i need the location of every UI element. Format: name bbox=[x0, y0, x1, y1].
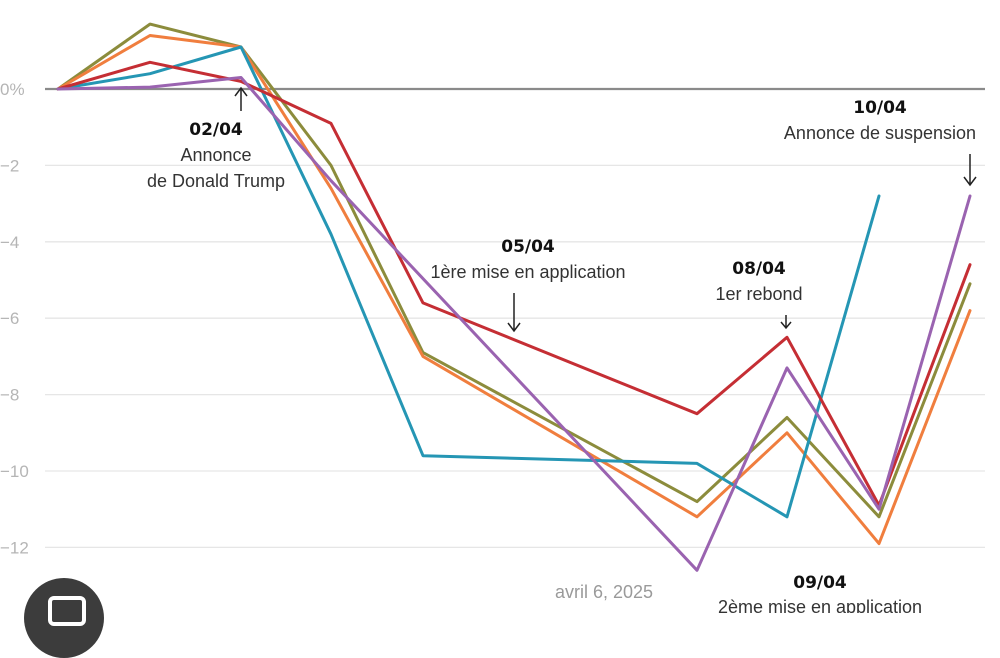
annotation-arrow bbox=[234, 86, 248, 111]
gridlines bbox=[45, 87, 985, 549]
y-axis-ticks: 0% −2 −4 −6 −8 −10 −12 bbox=[0, 80, 29, 557]
y-tick-label: 0% bbox=[0, 80, 25, 99]
camera-glyph bbox=[48, 596, 86, 626]
series-lines bbox=[56, 22, 972, 572]
annotation-0204: 02/04 Annonce de Donald Trump bbox=[147, 86, 285, 191]
google-lens-icon[interactable] bbox=[24, 578, 104, 658]
series-line-4 bbox=[56, 76, 972, 572]
line-chart: 0% −2 −4 −6 −8 −10 −12 02/04 Annonce de Donald… bbox=[0, 22, 985, 613]
series-line-3 bbox=[56, 60, 972, 507]
annotation-date: 02/04 bbox=[189, 120, 243, 140]
annotation-arrow bbox=[963, 154, 977, 187]
y-tick-label: −8 bbox=[0, 386, 19, 405]
annotation-text: 1er rebond bbox=[715, 284, 802, 304]
annotation-date: 08/04 bbox=[732, 259, 786, 279]
y-tick-label: −4 bbox=[0, 233, 19, 252]
annotation-arrow bbox=[780, 315, 792, 330]
y-tick-label: −12 bbox=[0, 538, 29, 557]
annotation-date: 05/04 bbox=[501, 237, 555, 257]
series-line-0 bbox=[56, 22, 972, 519]
annotation-text: de Donald Trump bbox=[147, 171, 285, 191]
annotation-text: Annonce de suspension bbox=[784, 123, 976, 143]
annotation-text: 1ère mise en application bbox=[430, 262, 625, 282]
annotation-0804: 08/04 1er rebond bbox=[715, 259, 803, 330]
watermark-date: avril 6, 2025 bbox=[555, 582, 653, 602]
annotation-0504: 05/04 1ère mise en application bbox=[430, 237, 626, 333]
y-tick-label: −6 bbox=[0, 309, 19, 328]
annotation-date: 09/04 bbox=[793, 573, 847, 593]
annotation-date: 10/04 bbox=[853, 98, 907, 118]
series-line-1 bbox=[56, 34, 972, 546]
series-line-2 bbox=[56, 45, 881, 519]
y-tick-label: −10 bbox=[0, 462, 29, 481]
annotation-text: Annonce bbox=[180, 145, 251, 165]
annotation-text: 2ème mise en application bbox=[718, 597, 922, 613]
y-tick-label: −2 bbox=[0, 156, 19, 175]
annotation-1004: 10/04 Annonce de suspension bbox=[784, 98, 977, 187]
annotation-0904: 09/04 2ème mise en application bbox=[718, 573, 922, 613]
annotation-arrow bbox=[507, 293, 521, 333]
